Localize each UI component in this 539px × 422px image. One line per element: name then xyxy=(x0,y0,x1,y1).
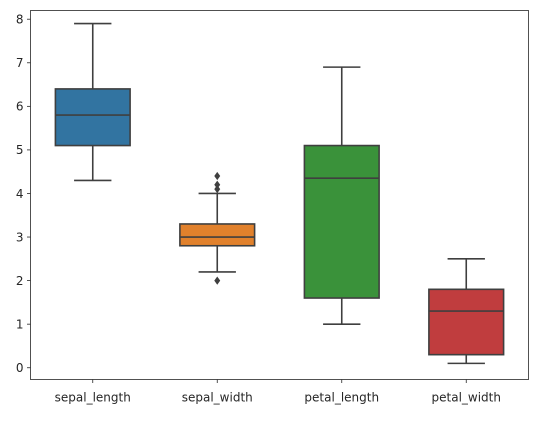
y-axis: 0 1 2 3 4 5 6 7 8 xyxy=(16,13,31,375)
x-axis: sepal_length sepal_width petal_length petal… xyxy=(55,379,501,405)
axes-frame xyxy=(30,10,529,380)
box-sepal_width xyxy=(179,171,256,285)
box-body xyxy=(179,223,256,247)
y-tick-label: 1 xyxy=(16,317,24,331)
x-tick-label: sepal_width xyxy=(182,391,253,405)
plot-area xyxy=(54,22,505,365)
box-petal_width xyxy=(428,258,505,365)
y-tick-label: 8 xyxy=(16,13,24,27)
outlier-point xyxy=(214,180,221,189)
outlier-point xyxy=(214,185,221,194)
y-tick-label: 4 xyxy=(16,187,24,201)
y-tick-label: 2 xyxy=(16,274,24,288)
y-tick-label: 6 xyxy=(16,100,24,114)
x-tick-label: petal_length xyxy=(304,391,379,405)
box-petal_length xyxy=(303,66,380,325)
x-tick-label: petal_width xyxy=(432,391,501,405)
y-tick-label: 5 xyxy=(16,143,24,157)
y-tick-label: 0 xyxy=(16,361,24,375)
box-body xyxy=(54,88,131,147)
x-tick-label: sepal_length xyxy=(55,391,131,405)
outlier-point xyxy=(214,171,221,181)
box-sepal_length xyxy=(54,22,131,182)
outlier-point xyxy=(214,276,221,285)
box-body xyxy=(428,288,505,356)
y-tick-label: 7 xyxy=(16,56,24,70)
y-tick-label: 3 xyxy=(16,230,24,244)
box-body xyxy=(303,144,380,299)
